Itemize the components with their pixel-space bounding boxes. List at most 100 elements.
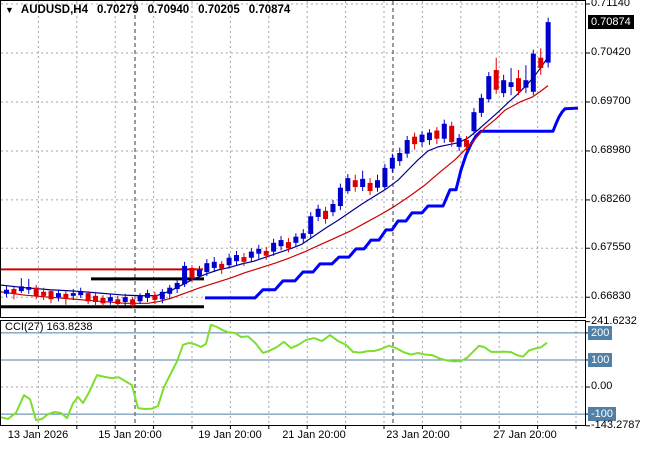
bull-candle-body (308, 216, 314, 234)
bull-candle-body (382, 167, 388, 188)
cci-level-badge: 200 (588, 325, 613, 340)
time-axis-label[interactable]: 23 Jan 20:00 (386, 429, 450, 441)
cci-axis-label[interactable]: 241.6232 (591, 314, 637, 327)
time-axis-label[interactable]: 19 Jan 20:00 (198, 429, 262, 441)
bull-candle-body (55, 293, 61, 298)
bull-candle-body (360, 178, 366, 188)
bull-candle-body (70, 293, 76, 296)
bull-candle-body (300, 233, 306, 239)
chart-dropdown-icon[interactable]: ▼ (5, 5, 14, 15)
price-axis-label[interactable]: 0.66830 (591, 290, 631, 303)
ohlc-high: 0.70940 (147, 4, 190, 16)
bull-candle-body (293, 236, 299, 243)
bull-candle-body (174, 282, 180, 290)
main-panel-border (0, 0, 586, 318)
bear-candle-body (493, 70, 499, 90)
bull-candle-body (78, 291, 84, 296)
bull-candle-body (315, 208, 321, 217)
bull-candle-body (159, 291, 165, 300)
bear-candle-body (33, 287, 39, 296)
time-axis-label[interactable]: 21 Jan 20:00 (282, 429, 346, 441)
bull-candle-body (18, 286, 24, 292)
bull-candle-body (167, 287, 173, 294)
bull-candle-body (471, 112, 477, 132)
bear-candle-body (241, 257, 247, 262)
ohlc-open: 0.70279 (97, 4, 139, 16)
price-axis-label[interactable]: 0.68980 (591, 143, 631, 156)
bear-candle-body (515, 78, 521, 92)
bear-candle-body (412, 136, 418, 145)
bear-candle-body (63, 293, 69, 298)
cci-axis-label[interactable]: -143.2787 (591, 418, 641, 431)
ma-slow-line (0, 85, 549, 304)
bull-candle-body (107, 297, 113, 302)
price-axis-label[interactable]: 0.69700 (591, 94, 631, 107)
bull-candle-body (137, 295, 143, 302)
bear-candle-body (100, 297, 106, 304)
symbol-timeframe-label: AUDUSD,H4 (20, 4, 89, 16)
bull-candle-body (389, 157, 395, 169)
price-axis-label[interactable]: 0.70420 (591, 45, 631, 58)
bull-candle-body (226, 257, 232, 266)
bull-candle-body (397, 152, 403, 162)
price-axis-label[interactable]: 0.68260 (591, 192, 631, 205)
bear-candle-body (48, 291, 54, 300)
bull-candle-body (122, 297, 128, 302)
bull-candle-body (144, 293, 150, 298)
bear-candle-body (538, 57, 544, 68)
ma-fast-line (0, 56, 549, 297)
price-axis-label[interactable]: 0.71140 (591, 0, 630, 10)
bear-candle-body (367, 182, 373, 192)
bear-candle-body (115, 299, 121, 305)
bear-candle-body (11, 289, 17, 294)
cci-indicator-label: CCI(27) 163.8238 (5, 321, 93, 333)
bull-candle-body (501, 80, 507, 94)
bear-candle-body (93, 295, 99, 302)
bull-candle-body (337, 187, 343, 207)
bear-candle-body (285, 242, 291, 249)
bull-candle-body (419, 134, 425, 143)
chart-header: ▼ AUDUSD,H4 0.70279 0.70940 0.70205 0.70… (5, 4, 290, 16)
cci-axis-label[interactable]: 0.00 (591, 380, 613, 393)
bull-candle-body (545, 22, 551, 63)
bear-candle-body (85, 293, 91, 302)
bear-candle-body (41, 291, 47, 296)
ohlc-close: 0.70874 (248, 4, 291, 16)
bull-candle-body (4, 289, 9, 294)
bear-candle-body (130, 299, 136, 305)
bull-candle-body (248, 251, 254, 258)
bull-candle-body (345, 178, 351, 192)
bear-candle-body (263, 250, 269, 256)
cci-line (0, 323, 548, 422)
bear-candle-body (434, 130, 440, 139)
time-axis-label[interactable]: 27 Jan 20:00 (493, 429, 557, 441)
bull-candle-body (211, 261, 217, 268)
cci-level-badge: 100 (588, 352, 613, 367)
bear-candle-body (219, 263, 225, 269)
bull-candle-body (278, 240, 284, 247)
ohlc-low: 0.70205 (198, 4, 240, 16)
bear-candle-body (352, 180, 358, 188)
bear-candle-body (152, 295, 158, 300)
bull-candle-body (530, 53, 536, 92)
bull-candle-body (478, 97, 484, 113)
current-price-badge: 0.70874 (588, 15, 634, 30)
bull-candle-body (426, 132, 432, 141)
bull-candle-body (441, 123, 447, 139)
bull-candle-body (26, 287, 32, 290)
step-support-line (205, 106, 579, 300)
bull-candle-body (330, 204, 336, 213)
bull-candle-body (234, 255, 240, 262)
time-axis-label[interactable]: 13 Jan 2026 (7, 429, 69, 441)
bear-candle-body (189, 267, 195, 279)
time-axis-label[interactable]: 15 Jan 20:00 (98, 429, 162, 441)
bull-candle-body (182, 265, 188, 285)
bear-candle-body (449, 125, 455, 143)
bull-candle-body (375, 180, 380, 188)
price-axis-label[interactable]: 0.67550 (591, 241, 631, 254)
bull-candle-body (204, 263, 210, 273)
bull-candle-body (271, 242, 277, 252)
cci-panel-border (0, 320, 586, 426)
